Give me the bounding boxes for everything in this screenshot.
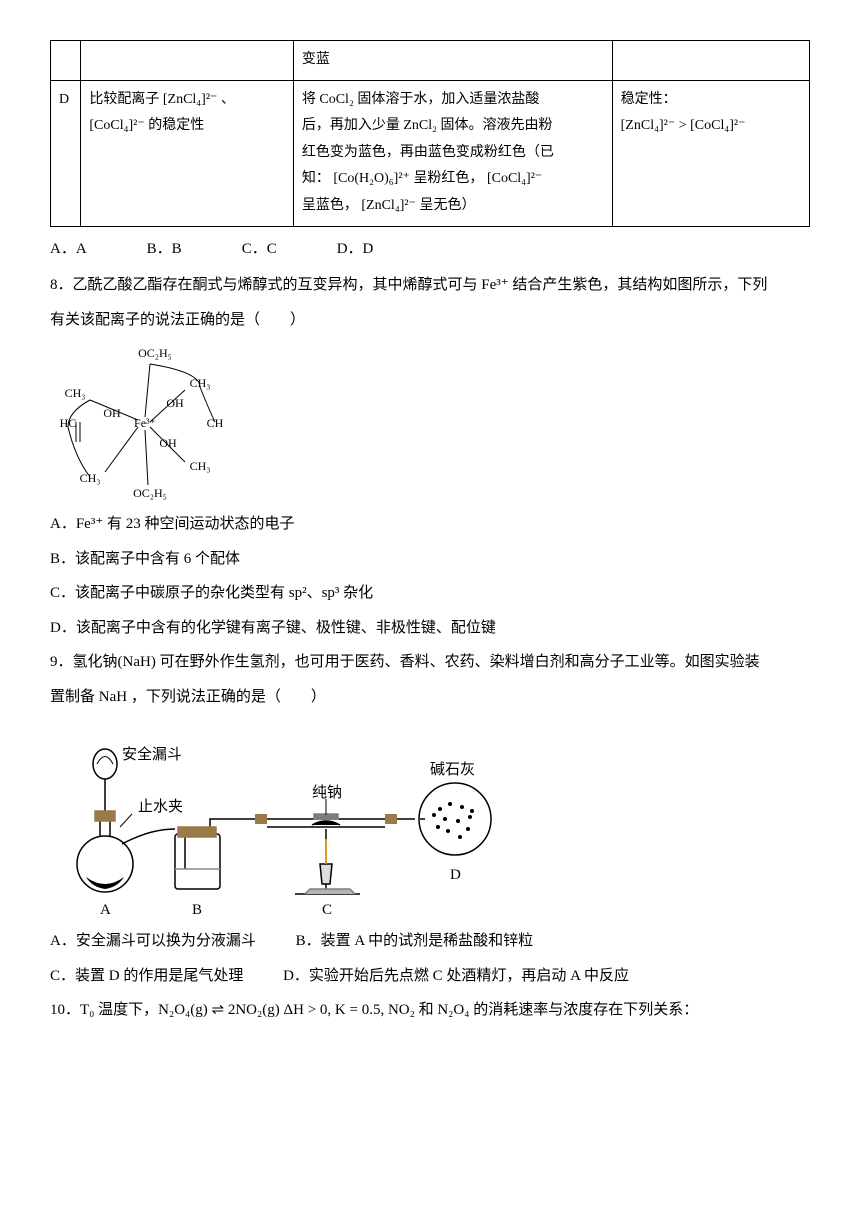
q10-stem: 10．T₀ 温度下，N₂O₄(g) ⇌ 2NO₂(g) ΔH > 0, K = … bbox=[50, 996, 810, 1025]
q9-options-row2: C．装置 D 的作用是尾气处理 D．实验开始后先点燃 C 处酒精灯，再启动 A … bbox=[50, 962, 810, 991]
q8-option-d: D．该配离子中含有的化学键有离子键、极性键、非极性键、配位键 bbox=[50, 614, 810, 643]
funnel-label: 安全漏斗 bbox=[122, 745, 182, 763]
text: 将 CoCl₂ 固体溶于水，加入适量浓盐酸 bbox=[302, 92, 539, 107]
oh: OH bbox=[159, 436, 177, 450]
formula: [ZnCl₄]²⁻ bbox=[621, 118, 676, 133]
cell-top: 变蓝 bbox=[293, 41, 612, 81]
label-d: D bbox=[450, 867, 461, 883]
oc2h5-top: OC₂H₅ bbox=[138, 346, 172, 360]
lime-label: 碱石灰 bbox=[430, 761, 475, 778]
q7-options: A．A B．B C．C D．D bbox=[50, 235, 810, 264]
q8-stem-b: 有关该配离子的说法正确的是（ ） bbox=[50, 306, 810, 335]
cell-label-d: D bbox=[51, 80, 81, 226]
option-b: B．B bbox=[147, 235, 182, 264]
option-a: A．A bbox=[50, 235, 87, 264]
table-row: D 比较配离子 [ZnCl₄]²⁻ 、 [CoCl₄]²⁻ 的稳定性 将 CoC… bbox=[51, 80, 810, 226]
text: 呈粉红色， bbox=[413, 171, 483, 186]
cell-empty bbox=[612, 41, 809, 81]
oc2h5-bot: OC₂H₅ bbox=[133, 486, 167, 500]
clamp-label: 止水夹 bbox=[138, 798, 183, 815]
cell-empty bbox=[81, 41, 294, 81]
text: 后，再加入少量 ZnCl₂ 固体。溶液先由粉 bbox=[302, 118, 553, 133]
option-c: C．C bbox=[242, 235, 277, 264]
ch3: CH₃ bbox=[65, 386, 86, 400]
ch3: CH₃ bbox=[190, 459, 211, 473]
q8-option-c: C．该配离子中碳原子的杂化类型有 sp²、sp³ 杂化 bbox=[50, 579, 810, 608]
formula: [CoCl₄]²⁻ bbox=[89, 118, 144, 133]
label-c: C bbox=[322, 902, 332, 918]
q9-option-c: C．装置 D 的作用是尾气处理 bbox=[50, 968, 243, 984]
formula: [ZnCl₄]²⁻ bbox=[361, 198, 416, 213]
cell-procedure: 将 CoCl₂ 固体溶于水，加入适量浓盐酸 后，再加入少量 ZnCl₂ 固体。溶… bbox=[293, 80, 612, 226]
q8-structure-figure: Fe³⁺ OC₂H₅ OC₂H₅ CH₃ CH₃ CH₃ CH₃ OH OH O… bbox=[50, 342, 810, 502]
q9-option-b: B．装置 A 中的试剂是稀盐酸和锌粒 bbox=[296, 933, 534, 949]
text: 呈无色） bbox=[419, 198, 475, 213]
option-d: D．D bbox=[337, 235, 374, 264]
ch3: CH₃ bbox=[80, 471, 101, 485]
text: 比较配离子 bbox=[89, 92, 159, 107]
q9-option-d: D．实验开始后先点燃 C 处酒精灯，再启动 A 中反应 bbox=[283, 968, 629, 984]
q9-apparatus-figure: 安全漏斗 止水夹 纯钠 碱石灰 A B C D bbox=[50, 719, 810, 919]
experiment-table: 变蓝 D 比较配离子 [ZnCl₄]²⁻ 、 [CoCl₄]²⁻ 的稳定性 将 … bbox=[50, 40, 810, 227]
text: 、 bbox=[221, 92, 235, 107]
cell-purpose: 比较配离子 [ZnCl₄]²⁻ 、 [CoCl₄]²⁻ 的稳定性 bbox=[81, 80, 294, 226]
q8-option-a: A．Fe³⁺ 有 23 种空间运动状态的电子 bbox=[50, 510, 810, 539]
text: 呈蓝色， bbox=[302, 198, 358, 213]
text: > bbox=[679, 118, 690, 133]
q9-stem-b: 置制备 NaH ，下列说法正确的是（ ） bbox=[50, 683, 810, 712]
formula: [ZnCl₄]²⁻ bbox=[163, 92, 218, 107]
cell-conclusion: 稳定性： [ZnCl₄]²⁻ > [CoCl₄]²⁻ bbox=[612, 80, 809, 226]
cell-empty bbox=[51, 41, 81, 81]
na-label: 纯钠 bbox=[312, 784, 342, 801]
q8-stem: 8．乙酰乙酸乙酯存在酮式与烯醇式的互变异构，其中烯醇式可与 Fe³⁺ 结合产生紫… bbox=[50, 271, 810, 300]
text: 知： bbox=[302, 171, 330, 186]
hc: CH bbox=[207, 416, 224, 430]
text: 稳定性： bbox=[621, 92, 677, 107]
q9-option-a: A．安全漏斗可以换为分液漏斗 bbox=[50, 933, 256, 949]
label-b: B bbox=[192, 902, 202, 918]
oh: OH bbox=[103, 406, 121, 420]
label-a: A bbox=[100, 902, 111, 918]
q9-options-row1: A．安全漏斗可以换为分液漏斗 B．装置 A 中的试剂是稀盐酸和锌粒 bbox=[50, 927, 810, 956]
formula: [Co(H₂O)₆]²⁺ bbox=[333, 171, 410, 186]
table-row: 变蓝 bbox=[51, 41, 810, 81]
text: 的稳定性 bbox=[148, 118, 204, 133]
formula: [CoCl₄]²⁻ bbox=[690, 118, 745, 133]
formula: [CoCl₄]²⁻ bbox=[487, 171, 542, 186]
q8-option-b: B．该配离子中含有 6 个配体 bbox=[50, 545, 810, 574]
oh: OH bbox=[166, 396, 184, 410]
text: 红色变为蓝色，再由蓝色变成粉红色（已 bbox=[302, 145, 554, 160]
q9-stem: 9．氢化钠(NaH) 可在野外作生氢剂，也可用于医药、香料、农药、染料增白剂和高… bbox=[50, 648, 810, 677]
text: 8．乙酰乙酸乙酯存在酮式与烯醇式的互变异构，其中烯醇式可与 Fe³⁺ 结合产生紫… bbox=[50, 277, 767, 293]
